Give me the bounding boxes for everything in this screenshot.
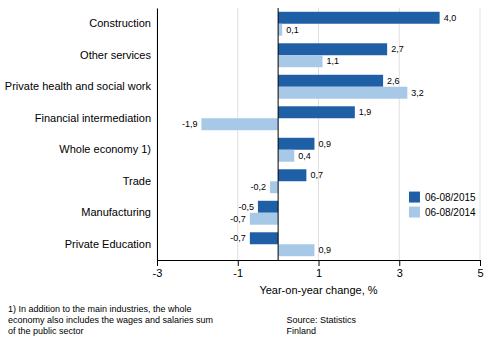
annotation-line: Finland [287,326,317,336]
legend-label: 06-08/2014 [425,207,476,218]
bar-series [201,24,407,256]
bar [201,118,278,130]
x-tick: -3 [153,260,163,279]
data-label: -1,9 [182,119,198,129]
y-tick: Financial intermediation [35,112,157,124]
annotation: 1) In addition to the main industries, t… [8,304,213,336]
x-tick-label: 1 [316,267,322,279]
legend-item: 06-08/2015 [409,192,476,203]
data-label: 1,9 [359,107,372,117]
x-axis-title: Year-on-year change, % [259,284,377,296]
bar [278,75,383,87]
x-tick-mark [238,260,239,266]
bar [278,24,282,36]
y-tick-label: Construction [89,17,151,29]
bars [201,12,439,256]
data-label: 2,7 [391,44,404,54]
y-tick: Whole economy 1) [59,143,157,155]
y-tick-label: Manufacturing [81,206,151,218]
x-tick-label: -3 [153,267,163,279]
data-labels: -0,7 -0,5 0,7 0,9 1,9 2,6 2,7 4,0 0,9 -0,7 -0,2 0,4… [182,13,456,255]
data-label: -0,5 [238,202,254,212]
legend: 06-08/2015 06-08/2014 [409,192,476,218]
data-label: -0,7 [230,214,246,224]
x-tick: -1 [233,260,243,279]
y-tick: Private Education [65,238,157,250]
x-tick-label: 3 [397,267,403,279]
bar [278,43,387,55]
x-tick: 5 [477,260,483,279]
y-tick-label: Private Education [65,238,151,250]
y-tick-label: Private health and social work [5,80,152,92]
x-tick: 1 [316,260,322,279]
data-label: 1,1 [327,56,340,66]
y-tick-label: Other services [80,49,151,61]
bar [278,169,306,181]
data-label: -0,7 [230,233,246,243]
x-tick-label: -1 [233,267,243,279]
annotation-line: of the public sector [8,326,84,336]
bar [278,138,314,150]
y-tick-label: Financial intermediation [35,112,151,124]
x-tick-mark [319,260,320,266]
x-tick-label: 5 [477,267,483,279]
annotation: Source: StatisticsFinland [287,315,357,336]
annotation-line: economy also includes the wages and sala… [8,315,213,325]
bar [278,55,322,67]
y-tick: Trade [123,175,157,187]
data-label: -0,2 [251,182,267,192]
zero-line [278,8,279,260]
data-label: 0,7 [310,170,323,180]
data-label: 4,0 [444,13,457,23]
y-axis-line [157,9,158,261]
legend-swatch [409,192,420,203]
bar [278,87,407,99]
data-label: 0,9 [318,245,331,255]
bar [278,150,294,162]
annotation-line: 1) In addition to the main industries, t… [8,304,192,314]
x-tick-mark [157,260,158,266]
bar [278,12,440,24]
grid [157,8,480,260]
bar [278,106,355,118]
legend-swatch [409,207,420,218]
x-tick-mark [480,260,481,266]
grid-line [480,8,481,260]
y-axis: Private Education Manufacturing Trade Whole… [5,9,158,261]
bar [278,244,314,256]
data-label: 0,1 [286,25,299,35]
data-label: 0,9 [318,139,331,149]
bar [250,213,278,225]
grid-line [157,8,158,260]
y-tick: Other services [80,49,157,61]
x-axis-line [158,261,481,267]
chart: -3 -1 1 3 5 Private Education Manufacturing Tra… [0,0,494,339]
legend-item: 06-08/2014 [409,207,476,218]
data-label: 0,4 [298,151,311,161]
y-tick: Private health and social work [5,80,157,92]
legend-label: 06-08/2015 [425,192,476,203]
annotation-line: Source: Statistics [287,315,357,325]
y-tick-label: Trade [123,175,151,187]
bar [258,201,278,213]
data-label: 2,6 [387,76,400,86]
data-label: 3,2 [411,88,424,98]
x-tick: 3 [397,260,403,279]
y-tick: Construction [89,17,157,29]
plot-area: -3 -1 1 3 5 Private Education Manufacturing Tra… [5,8,484,296]
y-tick: Manufacturing [81,206,157,218]
y-tick-label: Whole economy 1) [59,143,151,155]
x-tick-mark [399,260,400,266]
bar [250,232,278,244]
bar [270,181,278,193]
x-axis: -3 -1 1 3 5 [153,260,484,279]
